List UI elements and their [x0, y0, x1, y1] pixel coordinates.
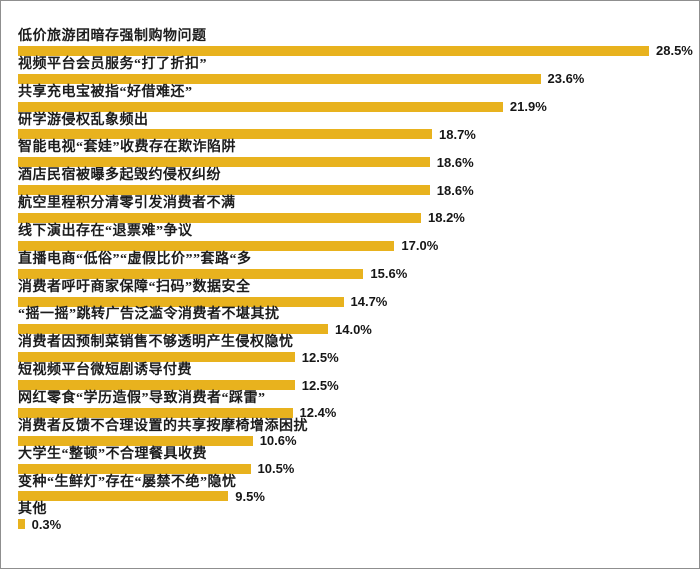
bar: [18, 45, 649, 56]
category-label: 消费者呼吁商家保障“扫码”数据安全: [18, 279, 251, 295]
bar: [18, 491, 229, 502]
bar-line: 28.5%: [18, 43, 693, 59]
value-label: 14.7%: [350, 294, 388, 310]
chart-row: 共享充电宝被指“好借难还” 21.9%: [18, 84, 690, 114]
bar: [18, 435, 253, 446]
category-label: 网红零食“学历造假”导致消费者“踩雷”: [18, 390, 266, 406]
bar-line: 14.7%: [18, 295, 690, 309]
bar-chart: 低价旅游团暗存强制购物问题 28.5% 视频平台会员服务“打了折扣” 23.6%…: [18, 29, 693, 531]
value-label: 0.3%: [31, 516, 62, 532]
category-label: 低价旅游团暗存强制购物问题: [18, 29, 207, 44]
value-label: 18.6%: [436, 182, 474, 198]
chart-row: 消费者因预制菜销售不够透明产生侵权隐忧 12.5%: [18, 336, 690, 364]
bar-line: 21.9%: [18, 100, 690, 114]
bar-line: 18.6%: [18, 183, 690, 197]
bar: [18, 324, 328, 335]
category-label: 航空里程积分清零引发消费者不满: [18, 196, 236, 212]
bar-line: 18.7%: [18, 128, 690, 142]
bar-line: 23.6%: [18, 72, 690, 86]
chart-row: 变种“生鲜灯”存在“屡禁不绝”隐忧 9.5%: [18, 474, 690, 504]
bar-line: 10.6%: [18, 434, 690, 448]
chart-row: 短视频平台微短剧诱导付费 12.5%: [18, 364, 690, 392]
value-label: 12.4%: [299, 405, 337, 421]
bar-line: 12.5%: [18, 350, 690, 364]
value-label: 23.6%: [547, 71, 585, 87]
value-label: 14.0%: [335, 321, 372, 337]
value-label: 21.9%: [509, 99, 547, 115]
bar: [18, 129, 432, 140]
bar: [18, 380, 295, 391]
bar-line: 0.3%: [18, 517, 690, 531]
value-label: 17.0%: [401, 238, 439, 254]
value-label: 28.5%: [656, 43, 693, 59]
category-label: 短视频平台微短剧诱导付费: [18, 363, 192, 379]
bar: [18, 212, 421, 223]
bar-line: 10.5%: [18, 462, 690, 476]
bar-line: 12.4%: [18, 406, 690, 420]
value-label: 15.6%: [370, 266, 408, 282]
value-label: 10.6%: [259, 433, 297, 449]
category-label: 变种“生鲜灯”存在“屡禁不绝”隐忧: [18, 474, 237, 490]
chart-row: 消费者呼吁商家保障“扫码”数据安全 14.7%: [18, 279, 690, 309]
category-label: 直播电商“低俗”“虚假比价””套路“多: [18, 251, 252, 267]
chart-row: 航空里程积分清零引发消费者不满 18.2%: [18, 197, 690, 225]
bar: [18, 296, 344, 307]
value-label: 10.5%: [257, 461, 295, 477]
value-label: 18.2%: [428, 210, 465, 226]
chart-row: 其他 0.3%: [18, 503, 690, 531]
chart-row: 大学生“整顿”不合理餐具收费 10.5%: [18, 446, 690, 476]
category-label: 大学生“整顿”不合理餐具收费: [18, 446, 207, 462]
chart-row: “摇一摇”跳转广告泛滥令消费者不堪其扰 14.0%: [18, 308, 690, 336]
bar-line: 17.0%: [18, 239, 690, 253]
bar: [18, 407, 293, 418]
bar-line: 15.6%: [18, 267, 690, 281]
category-label: 其他: [18, 502, 47, 518]
chart-row: 低价旅游团暗存强制购物问题 28.5%: [18, 29, 693, 59]
category-label: 酒店民宿被曝多起毁约侵权纠纷: [18, 168, 221, 184]
chart-row: 消费者反馈不合理设置的共享按摩椅增添困扰 10.6%: [18, 418, 690, 448]
chart-row: 酒店民宿被曝多起毁约侵权纠纷 18.6%: [18, 169, 690, 197]
value-label: 9.5%: [235, 488, 265, 504]
value-label: 12.5%: [301, 377, 339, 393]
bar: [18, 463, 251, 474]
bar-line: 18.6%: [18, 155, 690, 169]
category-label: 消费者因预制菜销售不够透明产生侵权隐忧: [18, 335, 294, 351]
chart-row: 直播电商“低俗”“虚假比价””套路“多 15.6%: [18, 251, 690, 281]
value-label: 18.6%: [436, 154, 474, 170]
value-label: 18.7%: [439, 126, 476, 142]
category-label: 消费者反馈不合理设置的共享按摩椅增添困扰: [18, 418, 308, 434]
chart-row: 线下演出存在“退票难”争议 17.0%: [18, 223, 690, 253]
bar: [18, 157, 430, 168]
category-label: 智能电视“套娃”收费存在欺诈陷阱: [18, 140, 236, 156]
category-label: 视频平台会员服务“打了折扣”: [18, 56, 207, 72]
bar: [18, 240, 395, 251]
bar-line: 9.5%: [18, 490, 690, 504]
bar: [18, 268, 364, 279]
value-label: 12.5%: [301, 349, 339, 365]
chart-row: 智能电视“套娃”收费存在欺诈陷阱 18.6%: [18, 141, 690, 169]
bar-line: 12.5%: [18, 378, 690, 392]
bar: [18, 73, 541, 84]
chart-row: 网红零食“学历造假”导致消费者“踩雷” 12.4%: [18, 390, 690, 420]
bar: [18, 352, 295, 363]
bar: [18, 101, 503, 112]
bar-line: 14.0%: [18, 322, 690, 336]
bar: [18, 185, 430, 196]
category-label: 共享充电宝被指“好借难还”: [18, 84, 193, 100]
bar-line: 18.2%: [18, 211, 690, 225]
chart-row: 研学游侵权乱象频出 18.7%: [18, 112, 690, 142]
category-label: 研学游侵权乱象频出: [18, 112, 149, 128]
bar: [18, 519, 25, 530]
category-label: “摇一摇”跳转广告泛滥令消费者不堪其扰: [18, 307, 280, 323]
category-label: 线下演出存在“退票难”争议: [18, 223, 193, 239]
chart-row: 视频平台会员服务“打了折扣” 23.6%: [18, 56, 690, 86]
